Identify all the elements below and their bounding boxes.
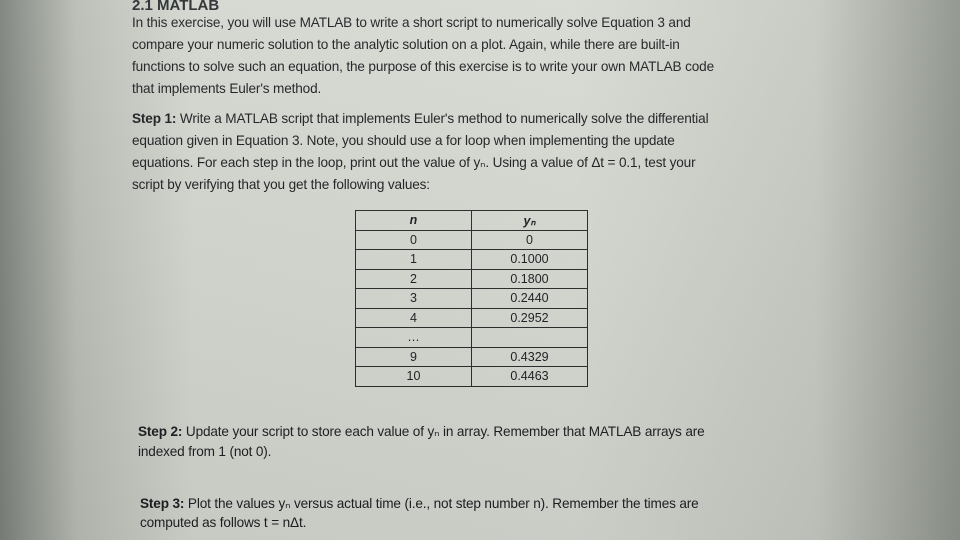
cell-yn: 0.1000 bbox=[471, 249, 588, 270]
text-line: indexed from 1 (not 0). bbox=[138, 444, 272, 459]
step2-label: Step 2: bbox=[138, 424, 183, 439]
values-table: n yₙ 0 0 1 0.1000 2 0.1800 3 0.2440 4 0.2952… 9 0.43… bbox=[355, 210, 588, 387]
cell-n: 9 bbox=[355, 346, 472, 367]
cell-yn: 0 bbox=[471, 229, 588, 250]
text-line: functions to solve such an equation, the… bbox=[132, 59, 714, 74]
text-line: In this exercise, you will use MATLAB to… bbox=[132, 15, 691, 30]
cell-n: … bbox=[355, 327, 472, 348]
cell-n: 0 bbox=[355, 229, 472, 250]
cell-n: 1 bbox=[355, 249, 472, 270]
cell-yn: 0.4463 bbox=[471, 366, 588, 387]
text: Plot the values yₙ versus actual time (i… bbox=[184, 496, 699, 511]
table-row: … bbox=[355, 327, 588, 348]
table-header-row: n yₙ bbox=[355, 210, 588, 231]
text-line: compare your numeric solution to the ana… bbox=[132, 37, 680, 52]
cell-n: 2 bbox=[355, 268, 472, 289]
text-line: that implements Euler's method. bbox=[132, 81, 322, 96]
text-line: equations. For each step in the loop, pr… bbox=[132, 155, 696, 170]
text-line: equation given in Equation 3. Note, you … bbox=[132, 133, 675, 148]
section-heading: 2.1 MATLAB bbox=[132, 0, 220, 14]
text-line: script by verifying that you get the fol… bbox=[132, 177, 430, 192]
step1-label: Step 1: bbox=[132, 111, 177, 126]
text-line: Step 1: Write a MATLAB script that imple… bbox=[132, 108, 709, 130]
table-row: 9 0.4329 bbox=[355, 346, 588, 367]
text-line: Step 2: Update your script to store each… bbox=[138, 421, 705, 443]
table-row: 10 0.4463 bbox=[355, 366, 588, 387]
text-line: Step 3: Plot the values yₙ versus actual… bbox=[140, 493, 699, 515]
cell-yn: 0.2440 bbox=[471, 288, 588, 309]
cell-yn: 0.2952 bbox=[471, 307, 588, 328]
cell-n: 3 bbox=[355, 288, 472, 309]
cell-yn: 0.1800 bbox=[471, 268, 588, 289]
cell-n: 10 bbox=[355, 366, 472, 387]
text: Write a MATLAB script that implements Eu… bbox=[176, 111, 709, 126]
step3-label: Step 3: bbox=[140, 496, 185, 511]
table-row: 1 0.1000 bbox=[355, 249, 588, 270]
cell-yn bbox=[471, 327, 588, 348]
table-row: 2 0.1800 bbox=[355, 268, 588, 289]
header-yn: yₙ bbox=[471, 210, 588, 231]
text-line: computed as follows t = nΔt. bbox=[140, 515, 307, 530]
table-row: 4 0.2952 bbox=[355, 307, 588, 328]
table-row: 3 0.2440 bbox=[355, 288, 588, 309]
cell-n: 4 bbox=[355, 307, 472, 328]
text: Update your script to store each value o… bbox=[182, 424, 705, 439]
cell-yn: 0.4329 bbox=[471, 346, 588, 367]
header-n: n bbox=[355, 210, 472, 231]
